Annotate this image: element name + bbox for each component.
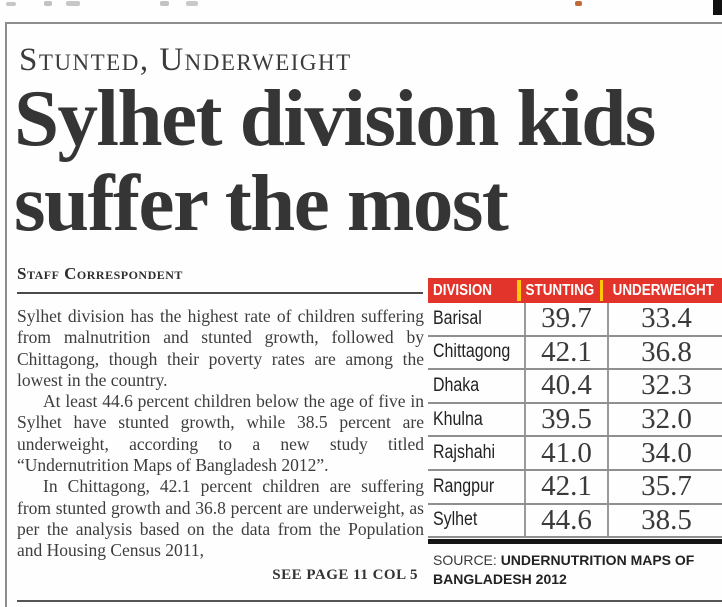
source-line: SOURCE: UNDERNUTRITION MAPS OF BANGLADES… <box>428 551 713 588</box>
headline-line-1: Sylhet division kids <box>14 73 656 163</box>
underweight-cell: 32.0 <box>607 403 722 436</box>
bottom-rule <box>17 600 722 602</box>
scan-artifact <box>44 1 52 6</box>
headline-line-2: suffer the most <box>14 158 509 248</box>
column-separator <box>516 280 521 301</box>
table-row: Sylhet 44.6 38.5 <box>428 504 722 539</box>
table-row: Khulna 39.5 32.0 <box>428 403 722 438</box>
underweight-cell: 32.3 <box>607 369 722 402</box>
scan-artifact <box>160 1 169 6</box>
table-row: Chittagong 42.1 36.8 <box>428 336 722 371</box>
table-row: Rangpur 42.1 35.7 <box>428 470 722 505</box>
column-header-underweight: UNDERWEIGHT <box>613 281 715 299</box>
table-row: Dhaka 40.4 32.3 <box>428 369 722 404</box>
column-header-stunting: STUNTING <box>525 281 595 299</box>
source-text: UNDERNUTRITION MAPS OF BANGLADESH 2012 <box>433 552 695 587</box>
source-label: SOURCE: <box>433 552 497 569</box>
scan-artifact <box>713 0 722 15</box>
division-cell: Rangpur <box>433 475 495 497</box>
table-row: Rajshahi 41.0 34.0 <box>428 437 722 471</box>
underweight-cell: 33.4 <box>607 302 722 335</box>
underweight-cell: 34.0 <box>607 437 722 469</box>
scan-artifact <box>66 1 80 6</box>
stunting-cell: 44.6 <box>524 504 607 537</box>
division-cell: Sylhet <box>433 509 478 531</box>
division-cell: Dhaka <box>433 374 480 396</box>
article-body: Sylhet division has the highest rate of … <box>17 306 424 586</box>
headline: Sylhet division kids suffer the most <box>14 73 656 248</box>
jump-line: SEE PAGE 11 COL 5 <box>272 566 418 583</box>
article-box: Stunted, Underweight Sylhet division kid… <box>5 22 722 607</box>
scan-artifact <box>575 1 582 6</box>
stunting-cell: 39.7 <box>524 302 607 335</box>
division-cell: Barisal <box>433 307 482 329</box>
stunting-cell: 41.0 <box>524 437 607 469</box>
column-header-division: DIVISION <box>433 281 492 299</box>
column-separator <box>599 280 604 301</box>
scan-artifact <box>186 1 198 6</box>
scan-artifact <box>6 2 16 6</box>
table-row: Barisal 39.7 33.4 <box>428 302 722 337</box>
stunting-cell: 39.5 <box>524 403 607 436</box>
table-header-row: DIVISION STUNTING UNDERWEIGHT <box>428 278 722 303</box>
table-bottom-bar <box>428 539 722 545</box>
division-cell: Chittagong <box>433 341 511 363</box>
paragraph: At least 44.6 percent children below the… <box>17 391 424 476</box>
underweight-cell: 35.7 <box>607 470 722 503</box>
division-cell: Khulna <box>433 408 483 430</box>
paragraph: In Chittagong, 42.1 percent children are… <box>17 476 424 561</box>
byline: Staff Correspondent <box>17 264 423 294</box>
kicker: Stunted, Underweight <box>19 42 352 78</box>
malnutrition-table: DIVISION STUNTING UNDERWEIGHT Barisal 39… <box>428 278 722 588</box>
underweight-cell: 36.8 <box>607 336 722 369</box>
stunting-cell: 42.1 <box>524 336 607 369</box>
stunting-cell: 40.4 <box>524 369 607 402</box>
paragraph: Sylhet division has the highest rate of … <box>17 306 424 390</box>
stunting-cell: 42.1 <box>524 470 607 503</box>
underweight-cell: 38.5 <box>607 504 722 537</box>
division-cell: Rajshahi <box>433 442 496 464</box>
